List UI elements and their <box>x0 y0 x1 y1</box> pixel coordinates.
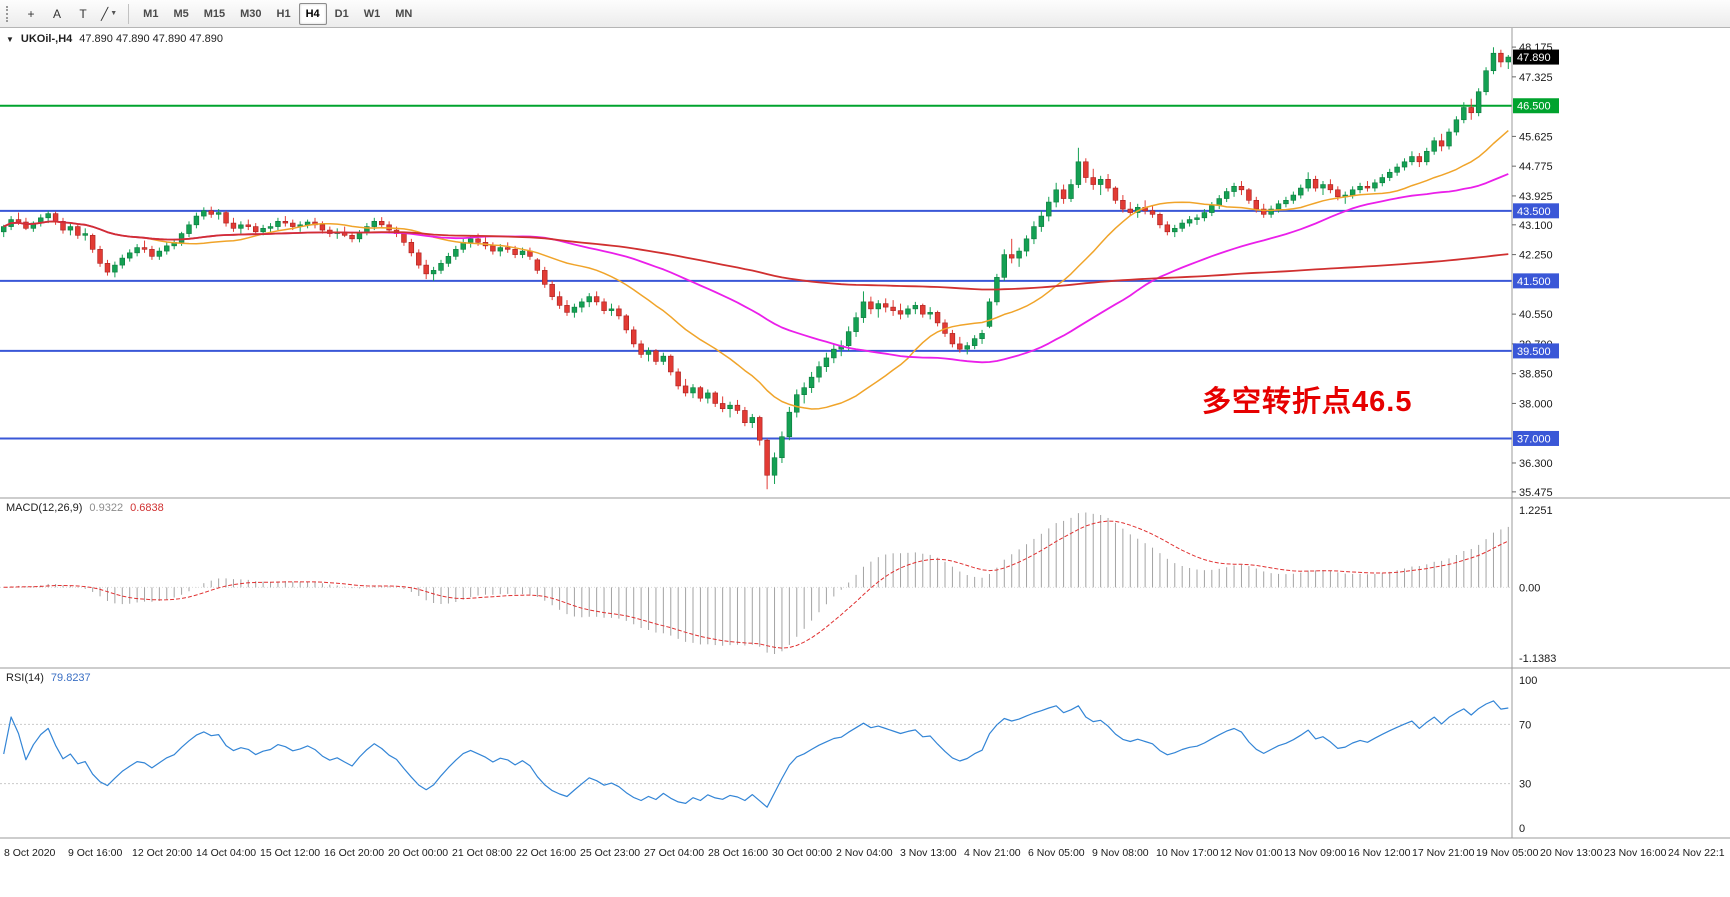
price-tick-label: 36.300 <box>1519 458 1553 470</box>
symbol-dropdown-icon[interactable]: ▼ <box>6 34 14 44</box>
shapes-tool-button[interactable]: ╱ ▼ <box>97 3 121 25</box>
svg-text:41.500: 41.500 <box>1517 276 1551 288</box>
time-label: 9 Nov 08:00 <box>1092 847 1149 859</box>
rsi-line <box>3 700 1509 808</box>
price-badge <box>1513 430 1559 446</box>
timeframe-button-m5[interactable]: M5 <box>166 3 195 25</box>
time-label: 24 Nov 22:1 <box>1668 847 1725 859</box>
svg-text:47.890: 47.890 <box>1517 52 1551 64</box>
time-label: 8 Oct 2020 <box>4 847 56 859</box>
trendline-icon: ╱ <box>101 6 109 21</box>
time-label: 9 Oct 16:00 <box>68 847 122 859</box>
toolbar-grip[interactable] <box>6 5 11 22</box>
price-tick-label: 43.925 <box>1519 191 1553 203</box>
caret-down-icon: ▼ <box>110 10 118 17</box>
ma-fast-line <box>3 130 1509 410</box>
ma-mid-line <box>3 173 1509 364</box>
timeframe-button-h4[interactable]: H4 <box>298 2 327 25</box>
macd-signal-line <box>3 520 1509 649</box>
time-label: 20 Oct 00:00 <box>388 847 448 859</box>
time-label: 12 Oct 20:00 <box>132 847 192 859</box>
price-tick-label: 38.850 <box>1519 369 1553 381</box>
time-label: 20 Nov 13:00 <box>1540 847 1603 859</box>
time-label: 27 Oct 04:00 <box>644 847 704 859</box>
macd-pane[interactable] <box>0 512 1512 655</box>
price-badge <box>1513 98 1559 114</box>
rsi-axis-label: 0 <box>1519 823 1525 835</box>
timeframe-button-mn[interactable]: MN <box>388 3 419 25</box>
macd-axis-min: -1.1383 <box>1519 653 1556 665</box>
time-label: 15 Oct 12:00 <box>260 847 320 859</box>
svg-text:39.500: 39.500 <box>1517 346 1551 358</box>
price-badge <box>1513 203 1559 219</box>
timeframe-button-m15[interactable]: M15 <box>197 3 232 25</box>
rsi-axis-label: 100 <box>1519 675 1537 687</box>
pane-separators <box>0 28 1730 839</box>
time-label: 14 Oct 04:00 <box>196 847 256 859</box>
time-label: 25 Oct 23:00 <box>580 847 640 859</box>
time-label: 16 Oct 20:00 <box>324 847 384 859</box>
svg-text:37.000: 37.000 <box>1517 433 1551 445</box>
chart-area[interactable]: 48.175 47.325 45.625 44.775 43.925 43.100 42.2… <box>0 28 1730 897</box>
price-tick-label: 38.000 <box>1519 398 1553 410</box>
time-label: 22 Oct 16:00 <box>516 847 576 859</box>
time-label: 2 Nov 04:00 <box>836 847 893 859</box>
rsi-pane[interactable] <box>0 700 1512 808</box>
price-tick-label: 44.775 <box>1519 161 1553 173</box>
rsi-axis-label: 30 <box>1519 779 1531 791</box>
time-label: 4 Nov 21:00 <box>964 847 1021 859</box>
time-axis[interactable]: 8 Oct 2020 9 Oct 16:00 12 Oct 20:00 14 Oct … <box>4 847 1725 859</box>
time-label: 30 Oct 00:00 <box>772 847 832 859</box>
macd-axis-max: 1.2251 <box>1519 505 1553 517</box>
toolbar-separator <box>128 3 130 24</box>
time-label: 13 Nov 09:00 <box>1284 847 1347 859</box>
horizontal-level-lines[interactable] <box>0 104 1512 440</box>
timeframe-button-m30[interactable]: M30 <box>233 3 268 25</box>
time-label: 23 Nov 16:00 <box>1604 847 1667 859</box>
timeframe-button-group: M1 M5 M15 M30 H1 H4 D1 W1 MN <box>136 2 419 25</box>
macd-axis-zero: 0.00 <box>1519 582 1540 594</box>
price-axis[interactable]: 48.17547.32545.62544.77543.92543.10042.2… <box>1512 42 1559 835</box>
ma-slow-line <box>3 220 1509 291</box>
time-label: 19 Nov 05:00 <box>1476 847 1539 859</box>
time-label: 17 Nov 21:00 <box>1412 847 1475 859</box>
timeframe-button-h1[interactable]: H1 <box>270 3 298 25</box>
price-tick-label: 45.625 <box>1519 131 1553 143</box>
time-label: 16 Nov 12:00 <box>1348 847 1411 859</box>
chart-canvas[interactable]: 48.17547.32545.62544.77543.92543.10042.2… <box>0 28 1730 897</box>
chart-text-annotation[interactable]: 多空转折点46.5 <box>1202 386 1413 418</box>
price-badge <box>1513 343 1559 359</box>
time-label: 6 Nov 05:00 <box>1028 847 1085 859</box>
price-badge <box>1513 49 1559 65</box>
price-tick-label: 42.250 <box>1519 250 1553 262</box>
price-tick-label: 40.550 <box>1519 309 1553 321</box>
price-tick-label: 35.475 <box>1519 487 1553 499</box>
text-tool-button[interactable]: A <box>45 3 69 25</box>
time-label: 12 Nov 01:00 <box>1220 847 1283 859</box>
timeframe-button-m1[interactable]: M1 <box>136 3 165 25</box>
price-tick-label: 47.325 <box>1519 72 1553 84</box>
rsi-axis-label: 70 <box>1519 719 1531 731</box>
price-badge <box>1513 273 1559 289</box>
time-label: 28 Oct 16:00 <box>708 847 768 859</box>
crosshair-tool-button[interactable]: + <box>19 3 43 25</box>
svg-text:46.500: 46.500 <box>1517 101 1551 113</box>
time-label: 21 Oct 08:00 <box>452 847 512 859</box>
timeframe-button-w1[interactable]: W1 <box>357 3 388 25</box>
time-label: 10 Nov 17:00 <box>1156 847 1219 859</box>
time-label: 3 Nov 13:00 <box>900 847 957 859</box>
svg-text:43.500: 43.500 <box>1517 206 1551 218</box>
text-label-tool-button[interactable]: T <box>71 3 95 25</box>
timeframe-button-d1[interactable]: D1 <box>328 3 356 25</box>
toolbar: + A T ╱ ▼ M1 M5 M15 M30 H1 H4 D1 W1 MN <box>0 0 1730 28</box>
main-price-pane[interactable] <box>0 47 1511 490</box>
price-tick-label: 43.100 <box>1519 220 1553 232</box>
